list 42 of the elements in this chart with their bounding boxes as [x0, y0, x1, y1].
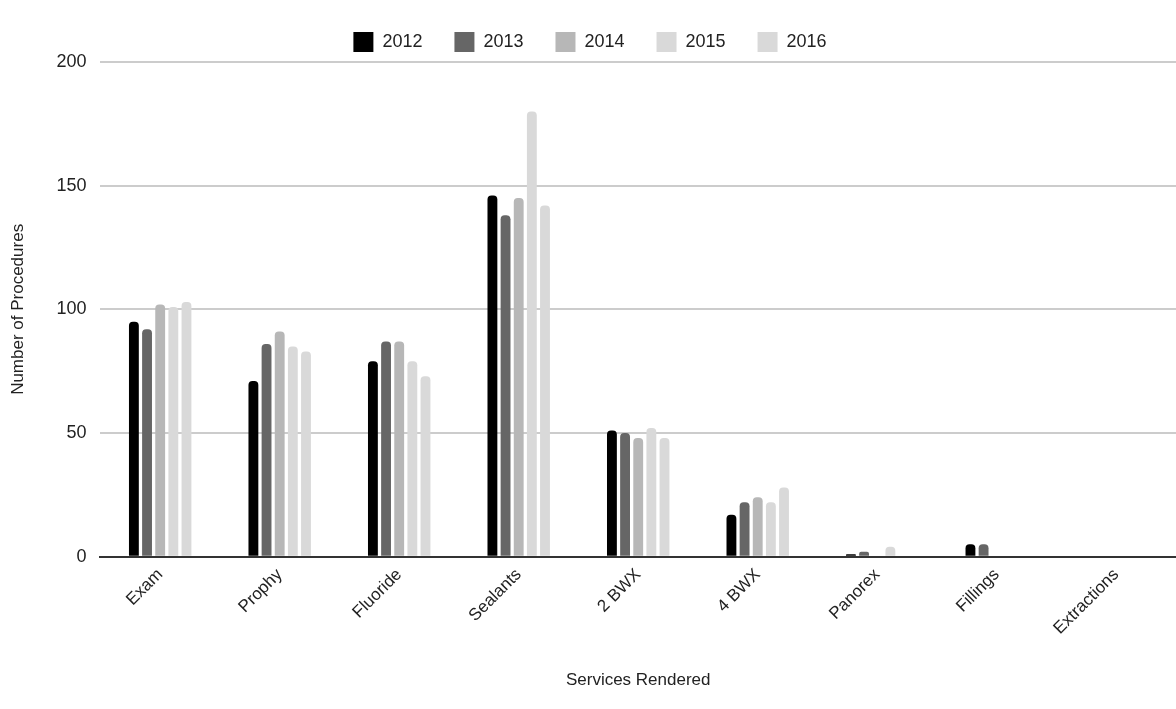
- legend-label: 2012: [382, 30, 423, 51]
- bar: [142, 329, 152, 556]
- y-tick-label: 150: [56, 174, 87, 195]
- bar: [726, 514, 737, 556]
- legend-label: 2015: [685, 30, 726, 51]
- legend-label: 2016: [786, 30, 827, 51]
- y-tick-label: 100: [56, 298, 87, 319]
- y-tick-label: 200: [56, 50, 87, 71]
- bar: [407, 361, 418, 556]
- bar: [633, 437, 644, 556]
- bar: [487, 195, 498, 556]
- bar: [128, 321, 139, 556]
- x-axis-title: Services Rendered: [565, 670, 711, 690]
- bar: [168, 306, 179, 556]
- bar: [394, 341, 405, 556]
- bar: [607, 430, 617, 556]
- bar: [646, 428, 657, 556]
- legend-label: 2014: [584, 30, 625, 51]
- bar: [248, 381, 259, 556]
- bar: [287, 346, 298, 556]
- bar: [779, 487, 789, 556]
- bar: [420, 376, 431, 556]
- bar: [659, 437, 670, 556]
- bar: [765, 502, 776, 556]
- bar: [540, 205, 550, 556]
- y-tick-label: 0: [76, 545, 87, 566]
- bar: [301, 351, 311, 556]
- bar: [500, 215, 511, 556]
- y-axis-title: Number of Procedures: [7, 223, 27, 395]
- bar: [367, 361, 378, 556]
- y-tick-label: 50: [66, 422, 87, 443]
- legend-label: 2013: [483, 30, 524, 51]
- bar: [181, 301, 192, 556]
- bar: [261, 343, 272, 556]
- bar: [620, 433, 630, 556]
- bar: [274, 331, 285, 556]
- bar: [513, 198, 524, 556]
- bar: [381, 341, 391, 556]
- bar: [526, 111, 537, 556]
- bar: [155, 304, 166, 556]
- bar: [752, 497, 763, 556]
- bar: [739, 502, 750, 556]
